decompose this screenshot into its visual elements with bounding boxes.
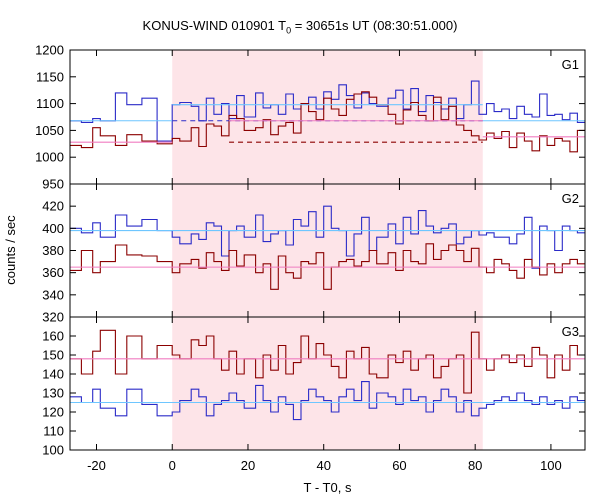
y-axis-label: counts / sec bbox=[3, 215, 18, 285]
y-tick-label: 420 bbox=[42, 199, 64, 214]
y-tick-label: 120 bbox=[42, 405, 64, 420]
y-tick-label: 950 bbox=[42, 177, 64, 192]
panel-g2: 320 340 360 380 400 420 G2 bbox=[42, 183, 586, 325]
panel-label-g2: G2 bbox=[562, 191, 579, 206]
shaded-interval bbox=[172, 50, 483, 450]
title-prefix: KONUS-WIND 010901 T bbox=[142, 18, 287, 33]
y-tick-label: 360 bbox=[42, 265, 64, 280]
y-tick-label: 100 bbox=[42, 443, 64, 458]
panel-label-g3: G3 bbox=[562, 324, 579, 339]
x-tick-label: 20 bbox=[241, 458, 255, 473]
panel-label-g1: G1 bbox=[562, 57, 579, 72]
y-tick-label: 1200 bbox=[35, 43, 64, 58]
x-tick-label: 100 bbox=[540, 458, 562, 473]
y-tick-label: 110 bbox=[43, 424, 64, 439]
series-g2-blue bbox=[70, 205, 585, 269]
x-tick-label: 60 bbox=[392, 458, 406, 473]
title-subscript: 0 bbox=[286, 25, 292, 36]
y-tick-label: 140 bbox=[42, 367, 64, 382]
x-tick-label: 40 bbox=[316, 458, 330, 473]
y-tick-label: 150 bbox=[42, 348, 64, 363]
x-axis-label: T - T0, s bbox=[304, 480, 352, 495]
x-tick-label: -20 bbox=[87, 458, 106, 473]
panel-data-g1 bbox=[70, 80, 585, 153]
y-tick-label: 160 bbox=[42, 329, 64, 344]
series-g1-blue bbox=[70, 80, 585, 142]
y-tick-label: 320 bbox=[42, 310, 64, 325]
panel-data-g2 bbox=[70, 205, 585, 290]
panel-g3: 100 110 120 130 140 150 160 -20 0 20 40 60 80 100 G3 bbox=[42, 316, 586, 473]
y-tick-label: 400 bbox=[42, 221, 64, 236]
series-g2-red bbox=[70, 243, 585, 290]
y-tick-label: 130 bbox=[42, 386, 64, 401]
y-tick-label: 1000 bbox=[35, 150, 64, 165]
x-tick-label: 0 bbox=[169, 458, 176, 473]
y-tick-label: 1150 bbox=[36, 69, 64, 84]
y-tick-label: 1100 bbox=[36, 96, 64, 111]
y-tick-label: 1050 bbox=[35, 123, 64, 138]
chart-title: KONUS-WIND 010901 T0 = 30651s UT (08:30:… bbox=[0, 18, 600, 36]
y-tick-label: 380 bbox=[42, 243, 64, 258]
series-g3-blue bbox=[70, 381, 585, 421]
title-suffix: = 30651s UT (08:30:51.000) bbox=[291, 18, 458, 33]
panel-data-g3 bbox=[70, 329, 585, 421]
series-g1-red bbox=[70, 91, 585, 153]
x-tick-label: 80 bbox=[468, 458, 482, 473]
series-g3-red bbox=[70, 329, 585, 394]
panel-frame-g3 bbox=[69, 316, 586, 451]
y-tick-label: 340 bbox=[42, 287, 64, 302]
